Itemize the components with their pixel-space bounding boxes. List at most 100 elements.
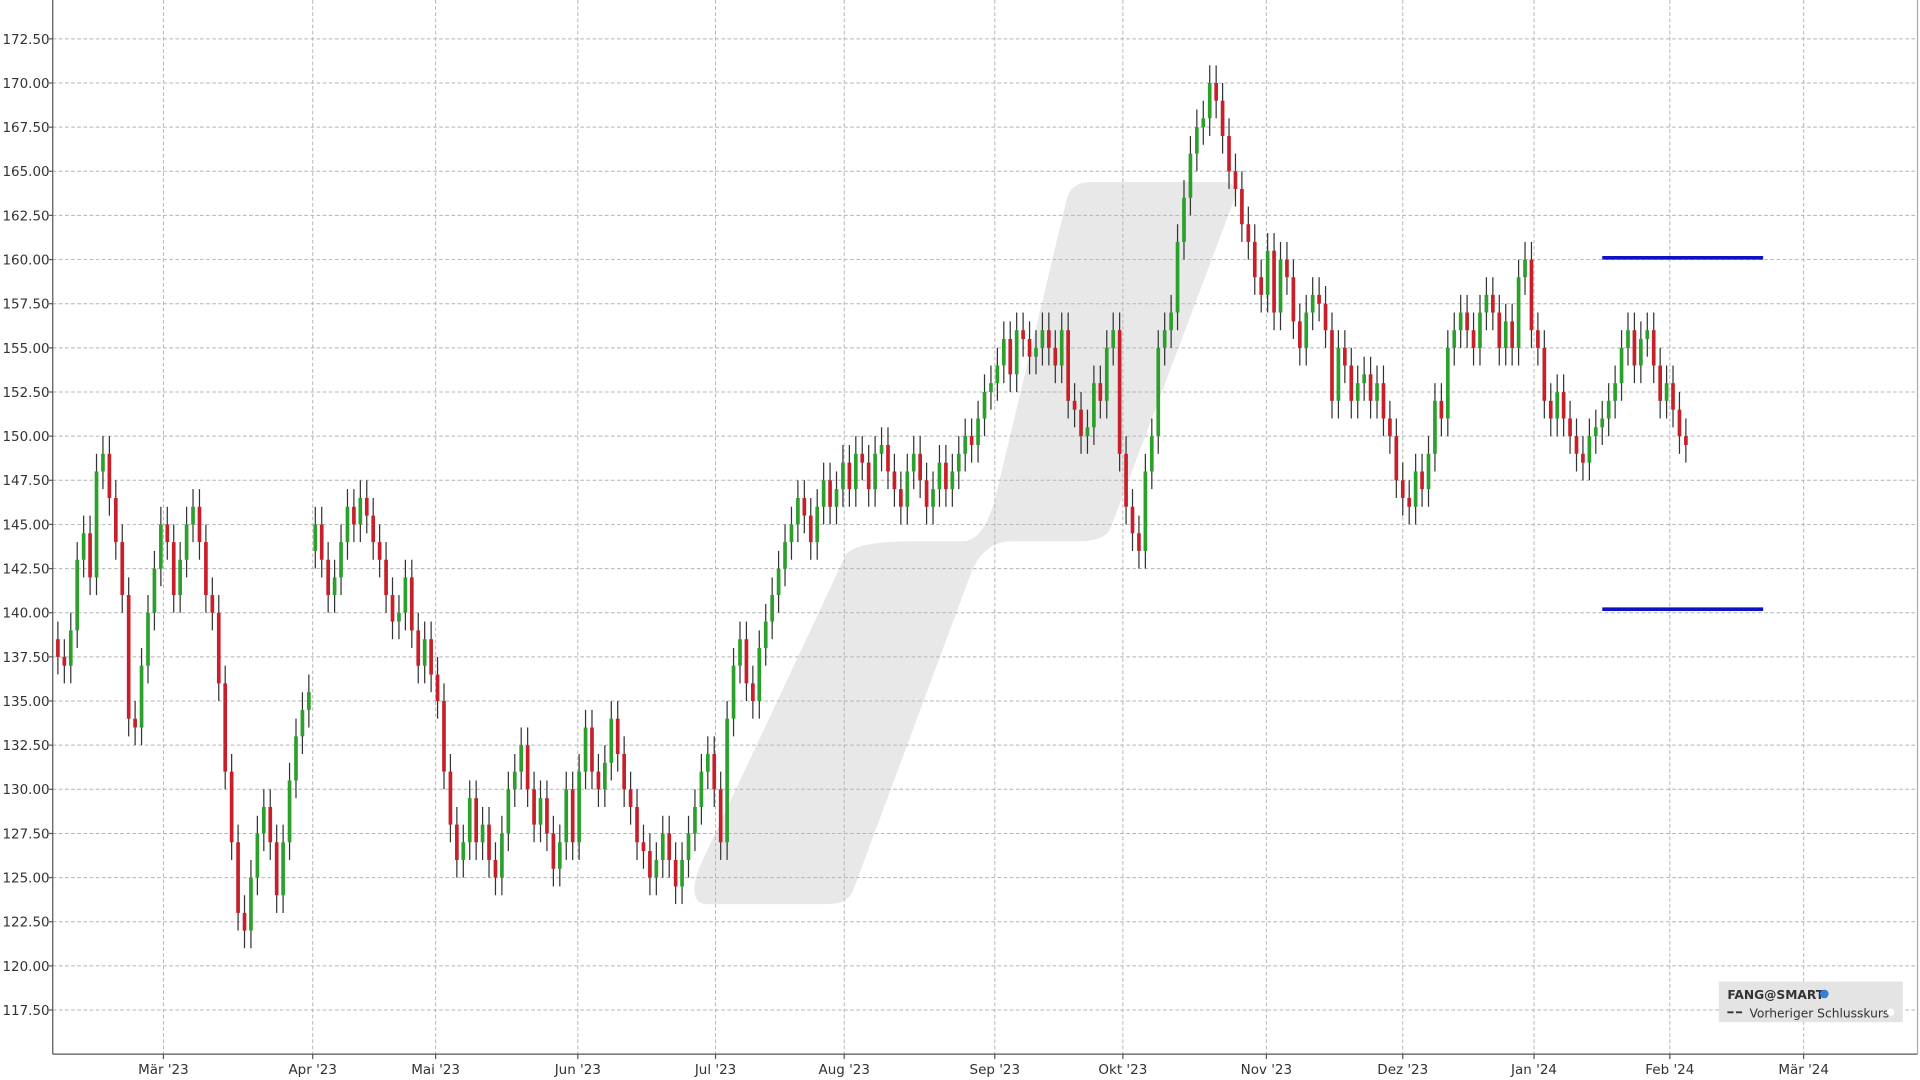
candle-body	[757, 648, 762, 702]
legend-icon	[1820, 989, 1829, 999]
candle-body	[551, 833, 556, 869]
candle-body	[146, 612, 150, 666]
candle-body	[512, 771, 517, 790]
candle-body	[699, 771, 704, 807]
y-tick-label: 122.50	[2, 915, 49, 931]
candle-body	[287, 780, 292, 843]
y-tick-label: 150.00	[2, 429, 49, 445]
candle-body	[1137, 533, 1141, 551]
candle-body	[274, 842, 279, 896]
candle-body	[1388, 418, 1392, 437]
candle-body	[1297, 321, 1302, 348]
candle-body	[68, 630, 73, 666]
candle-body	[204, 542, 208, 596]
candle-body	[918, 453, 922, 481]
candle-body	[403, 577, 408, 613]
candle-body	[583, 727, 588, 772]
candle-body	[1413, 471, 1418, 507]
candle-body	[461, 842, 466, 860]
candle-body	[88, 533, 92, 578]
y-tick-label: 165.00	[2, 164, 49, 180]
candle-body	[1375, 383, 1379, 401]
x-tick-label: Mär '24	[1778, 1062, 1829, 1078]
candle-body	[1632, 330, 1637, 366]
y-tick-label: 167.50	[2, 120, 49, 136]
candle-body	[120, 542, 125, 596]
legend-box	[1718, 981, 1903, 1023]
candle-body	[1149, 436, 1154, 472]
candle-body	[165, 524, 170, 543]
candle-body	[1465, 312, 1469, 331]
candle-body	[1323, 303, 1328, 331]
candle-body	[1491, 294, 1495, 313]
candle-body	[680, 859, 684, 887]
x-tick-label: Jul '23	[694, 1062, 736, 1078]
candle-body	[1458, 312, 1463, 331]
candle-body	[1252, 241, 1257, 278]
candles	[56, 65, 1764, 949]
legend-title: FANG@SMART	[1727, 988, 1824, 1002]
candle-body	[1214, 82, 1218, 101]
candle-body	[1484, 294, 1489, 313]
candle-body	[1291, 277, 1296, 322]
candle-body	[178, 559, 183, 596]
candle-body	[107, 453, 112, 498]
candle-body	[654, 859, 659, 878]
candle-body	[294, 736, 298, 781]
candle-body	[1349, 365, 1354, 401]
candle-body	[1072, 400, 1077, 410]
candle-body	[1433, 400, 1437, 454]
candle-body	[1593, 427, 1598, 437]
candle-body	[1040, 330, 1045, 348]
candle-body	[963, 436, 968, 454]
candle-body	[1034, 347, 1038, 357]
candle-body	[828, 480, 832, 507]
candle-body	[1169, 312, 1173, 331]
candle-body	[384, 559, 388, 596]
candle-body	[899, 489, 903, 507]
candle-body	[956, 453, 961, 472]
candle-body	[995, 365, 1000, 384]
candle-body	[738, 639, 742, 666]
candle-body	[1233, 171, 1238, 189]
candle-body	[455, 824, 459, 860]
candle-body	[1021, 330, 1025, 340]
candle-body	[1182, 197, 1186, 242]
candle-body	[62, 656, 67, 666]
candle-body	[1523, 259, 1527, 278]
candle-body	[352, 506, 356, 525]
candle-body	[1407, 497, 1412, 507]
candle-body	[564, 789, 569, 843]
candle-body	[409, 577, 414, 631]
candle-body	[705, 753, 710, 772]
candle-body	[1066, 330, 1070, 401]
candle-body	[210, 595, 215, 613]
candle-body	[628, 789, 633, 807]
candle-body	[1156, 347, 1161, 437]
candle-body	[377, 542, 382, 560]
candle-body	[152, 568, 157, 613]
candle-body	[1561, 392, 1566, 419]
candle-body	[216, 612, 221, 684]
candle-body	[139, 665, 144, 728]
candle-body	[371, 515, 376, 543]
candle-body	[808, 515, 813, 543]
candle-body	[686, 833, 691, 860]
x-tick-label: Mai '23	[411, 1062, 460, 1078]
candle-body	[1471, 330, 1476, 348]
candle-body	[249, 877, 253, 931]
candle-body	[1400, 480, 1405, 498]
candle-body	[1085, 427, 1090, 437]
candle-body	[545, 798, 549, 834]
candle-body	[892, 471, 897, 490]
candle-body	[364, 497, 369, 516]
candle-body	[1317, 294, 1321, 304]
candle-body	[1008, 339, 1013, 375]
candle-body	[1671, 383, 1675, 410]
candle-body	[1426, 453, 1431, 490]
candle-body	[776, 568, 781, 596]
candle-body	[1027, 339, 1032, 357]
candle-body	[1368, 374, 1373, 401]
candle-body	[197, 506, 202, 543]
